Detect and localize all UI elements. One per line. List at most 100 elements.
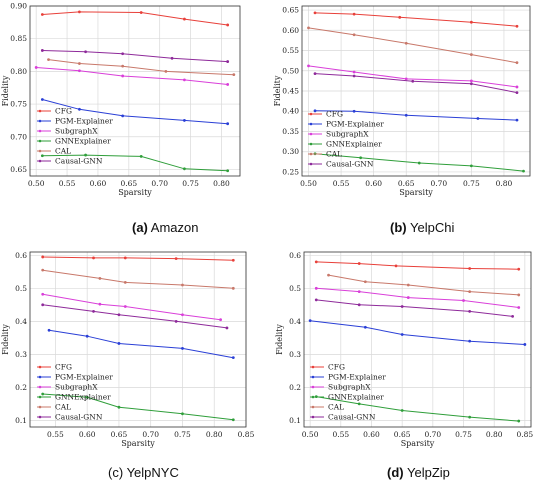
data-point-gnnexplainer	[181, 412, 184, 416]
legend-label: PGM-Explainer	[55, 117, 113, 126]
series-line-cfg	[316, 261, 519, 270]
legend-label: Causal-GNN	[55, 157, 103, 166]
data-point-subgraphx	[404, 77, 408, 81]
series-line-subgraphx	[36, 67, 228, 85]
legend-label: CFG	[328, 363, 345, 372]
legend-label: PGM-Explainer	[326, 120, 384, 129]
data-point-gnnexplainer	[231, 418, 235, 422]
data-point-cfg	[517, 267, 521, 271]
data-point-cfg	[515, 24, 519, 28]
y-tick-label: 0.45	[282, 87, 299, 96]
y-tick-label: 0.2	[15, 383, 27, 392]
data-point-gnnexplainer	[139, 154, 143, 158]
data-point-cfg	[92, 256, 95, 260]
x-tick-label: 0.50	[300, 179, 317, 188]
legend-marker	[38, 405, 42, 409]
chart-b: 0.50 0.55 0.60 0.65 0.70 0.75 0.80 0.25 0.30 0.35…	[273, 5, 531, 197]
data-point-cal	[98, 277, 102, 280]
data-point-cal	[327, 273, 330, 277]
data-point-causal-gnn	[511, 314, 514, 318]
y-tick-label: 0.4	[15, 317, 27, 326]
x-tick-label: 0.80	[486, 430, 503, 439]
legend-marker	[311, 405, 315, 409]
data-point-cal	[469, 53, 473, 56]
data-point-subgraphx	[469, 79, 473, 83]
legend-marker	[38, 149, 42, 153]
series-line-subgraphx	[308, 65, 518, 88]
legend-label: CAL	[55, 147, 71, 156]
data-point-cal	[404, 41, 408, 45]
caption-a-letter: (a)	[132, 220, 148, 235]
y-tick-label: 0.5	[289, 284, 301, 293]
data-point-cfg	[469, 20, 473, 24]
legend-label: CFG	[55, 107, 72, 116]
data-point-cfg	[468, 267, 472, 270]
data-point-subgraphx	[462, 299, 465, 302]
x-tick-label: 0.55	[59, 179, 76, 188]
legend-label: GNNExplainer	[55, 393, 111, 402]
data-point-pgm-explainer	[523, 343, 527, 346]
legend-marker	[309, 112, 313, 116]
x-tick-label: 0.50	[302, 430, 319, 439]
data-point-cfg	[314, 260, 318, 264]
x-tick-label: 0.60	[363, 430, 380, 439]
data-point-subgraphx	[123, 305, 127, 308]
data-point-pgm-explainer	[85, 334, 89, 338]
y-tick-label: 0.65	[282, 6, 299, 15]
y-axis-label: Fidelity	[1, 75, 10, 106]
legend-label: CAL	[55, 403, 71, 412]
data-point-gnnexplainer	[84, 153, 87, 157]
data-point-cfg	[41, 255, 45, 259]
data-point-causal-gnn	[174, 319, 178, 323]
caption-b-name: YelpChi	[410, 220, 455, 235]
legend-label: SubgraphX	[328, 383, 371, 392]
legend-marker	[311, 395, 315, 399]
data-point-causal-gnn	[411, 79, 415, 83]
data-point-cal	[307, 26, 310, 30]
series-line-cal	[48, 59, 234, 76]
legend-marker	[311, 385, 315, 389]
chart-c: 0.55 0.60 0.65 0.70 0.75 0.80 0.85 0.1 0.2 0.3 0.4…	[1, 251, 255, 448]
legend-marker	[309, 162, 313, 166]
data-point-subgraphx	[517, 306, 521, 309]
legend-label: SubgraphX	[55, 383, 98, 392]
x-tick-label: 0.65	[111, 430, 128, 439]
y-tick-label: 0.6	[15, 251, 27, 260]
x-tick-label: 0.65	[120, 179, 137, 188]
legend-label: CAL	[328, 403, 344, 412]
data-point-cal	[47, 58, 50, 62]
x-axis-label: Sparsity	[401, 439, 435, 448]
x-tick-label: 0.55	[47, 430, 64, 439]
y-tick-label: 0.25	[282, 167, 299, 176]
data-point-subgraphx	[41, 292, 45, 296]
data-point-gnnexplainer	[85, 395, 89, 399]
legend-marker	[38, 395, 42, 399]
caption-b-letter: (b)	[390, 220, 407, 235]
legend-label: SubgraphX	[55, 127, 98, 136]
plot-frame	[301, 5, 531, 177]
data-point-cal	[121, 64, 125, 68]
plot-frame	[29, 5, 241, 177]
y-tick-label: 0.90	[10, 2, 27, 11]
data-point-cfg	[123, 256, 127, 260]
y-tick-label: 0.2	[289, 383, 301, 392]
x-tick-label: 0.75	[455, 430, 472, 439]
legend-label: CFG	[326, 110, 343, 119]
y-tick-label: 0.65	[10, 165, 27, 174]
y-tick-label: 0.40	[282, 107, 299, 116]
data-point-subgraphx	[357, 290, 361, 294]
data-point-causal-gnn	[357, 303, 361, 307]
x-tick-label: 0.50	[28, 179, 45, 188]
data-point-pgm-explainer	[404, 113, 408, 117]
x-tick-label: 0.80	[496, 179, 513, 188]
y-tick-label: 0.6	[289, 251, 301, 260]
x-tick-label: 0.65	[394, 430, 411, 439]
data-point-cfg	[352, 12, 356, 16]
data-point-pgm-explainer	[476, 117, 480, 120]
data-point-cfg	[313, 11, 317, 15]
data-point-gnnexplainer	[226, 169, 230, 173]
x-axis-label: Sparsity	[399, 188, 433, 197]
data-point-causal-gnn	[40, 49, 44, 52]
data-point-cal	[406, 283, 410, 287]
y-tick-label: 0.1	[15, 416, 27, 425]
